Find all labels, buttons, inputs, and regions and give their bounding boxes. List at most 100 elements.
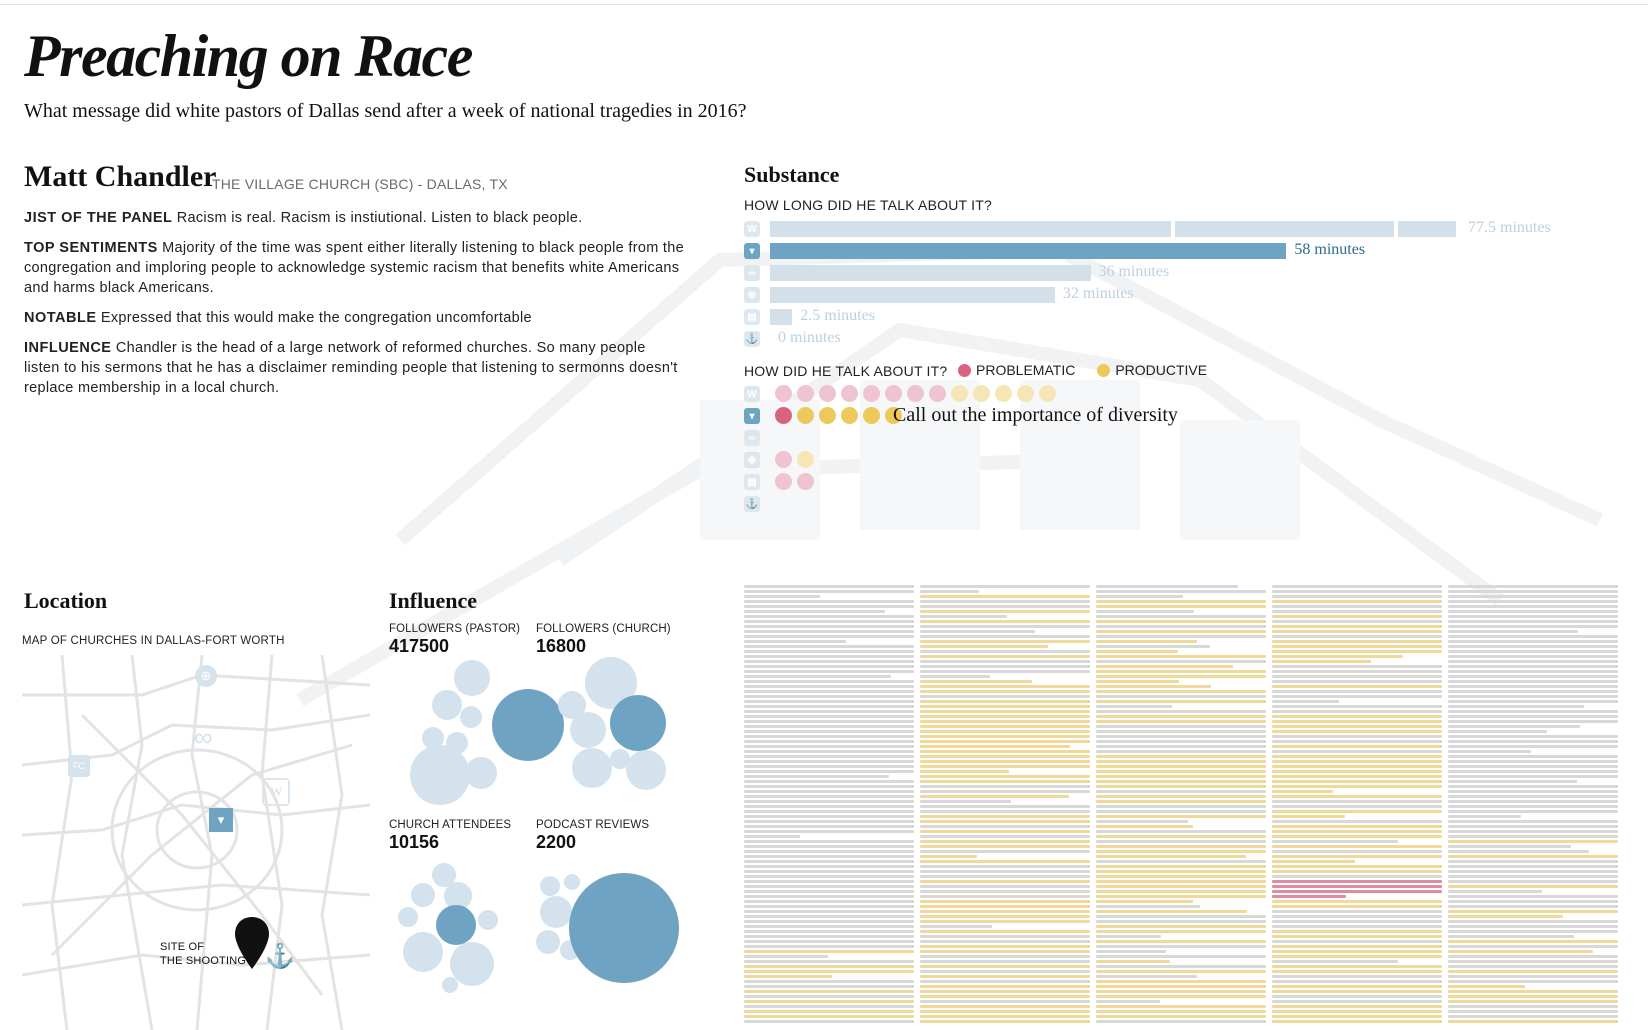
transcript-line	[744, 960, 914, 963]
w-church-marker[interactable]: W	[262, 778, 290, 806]
transcript-line	[1272, 685, 1442, 688]
transcript-line	[1272, 1015, 1442, 1018]
infinity-icon: ∞	[744, 265, 760, 281]
transcript-line	[1272, 735, 1442, 738]
building-icon: ▤	[744, 309, 760, 325]
problematic-dot	[775, 451, 792, 468]
transcript-line	[1448, 940, 1618, 943]
transcript-line	[744, 775, 890, 778]
duration-bar-segment	[1397, 221, 1456, 237]
transcript-line	[1272, 860, 1355, 863]
transcript-line	[744, 735, 914, 738]
transcript-line	[1272, 885, 1442, 888]
globe-church-marker[interactable]: ⊕	[195, 665, 217, 687]
transcript-line	[1272, 960, 1398, 963]
transcript-line	[1272, 845, 1442, 848]
transcript-line	[1448, 820, 1618, 823]
transcript-line	[1448, 695, 1618, 698]
transcript-line	[1272, 755, 1442, 758]
transcript-line	[1096, 775, 1266, 778]
transcript-line	[1096, 680, 1179, 683]
transcript-line	[920, 770, 1009, 773]
transcript-line	[1448, 845, 1572, 848]
transcript-line	[1448, 960, 1618, 963]
transcript-line	[1272, 640, 1442, 643]
transcript-line	[1448, 730, 1547, 733]
transcript-line	[1448, 920, 1618, 923]
transcript-line	[1448, 835, 1618, 838]
transcript-line	[744, 850, 914, 853]
transcript-column	[1448, 585, 1618, 1030]
duration-bar-segment	[1175, 221, 1394, 237]
transcript-line	[920, 845, 1090, 848]
transcript-line	[1096, 880, 1266, 883]
transcript-line	[1272, 970, 1442, 973]
transcript-line	[744, 600, 914, 603]
jist-paragraph: JIST OF THE PANEL Racism is real. Racism…	[24, 208, 684, 228]
transcript-line	[744, 910, 914, 913]
transcript-line	[1096, 720, 1266, 723]
transcript-line	[744, 1015, 914, 1018]
transcript-line	[1096, 845, 1266, 848]
transcript-line	[1448, 955, 1618, 958]
transcript-line	[1448, 635, 1618, 638]
transcript-line	[920, 855, 978, 858]
transcript-line	[1448, 750, 1532, 753]
transcript-line	[920, 875, 1090, 878]
transcript-line	[1272, 870, 1442, 873]
jist-label: JIST OF THE PANEL	[24, 210, 173, 226]
transcript-line	[1272, 600, 1442, 603]
church-attendees-label: CHURCH ATTENDEES	[389, 819, 512, 831]
transcript-line	[1272, 850, 1442, 853]
influence-label: INFLUENCE	[24, 340, 112, 356]
pastor-notes: JIST OF THE PANEL Racism is real. Racism…	[24, 208, 684, 408]
transcript-line	[1272, 675, 1442, 678]
transcript-line	[1096, 740, 1266, 743]
transcript-line	[1272, 825, 1442, 828]
transcript-line	[1096, 770, 1266, 773]
transcript-line	[1272, 695, 1442, 698]
transcript-line	[920, 895, 1090, 898]
transcript-line	[744, 700, 914, 703]
transcript-line	[1096, 605, 1266, 608]
transcript-line	[920, 755, 1090, 758]
transcript-line	[920, 710, 1090, 713]
transcript-line	[1096, 630, 1266, 633]
transcript-line	[1448, 840, 1618, 843]
followers-pastor-value: 417500	[389, 636, 450, 656]
transcript-line	[1448, 600, 1618, 603]
pastor-name: Matt Chandler	[24, 160, 217, 193]
transcript-line	[920, 995, 1090, 998]
transcript-line	[1272, 665, 1442, 668]
transcript-line	[744, 785, 914, 788]
productive-dot	[797, 407, 814, 424]
transcript-line	[1096, 745, 1266, 748]
transcript-line	[1096, 840, 1266, 843]
transcript-line	[920, 830, 1090, 833]
transcript-line	[1096, 675, 1266, 678]
duration-value-label: 58 minutes	[1294, 241, 1366, 258]
village-church-marker[interactable]: ▾	[209, 808, 233, 832]
transcript-line	[1272, 630, 1442, 633]
dallas-map	[22, 655, 370, 1030]
infinity-church-marker[interactable]: ∞	[194, 722, 213, 752]
map-label: MAP OF CHURCHES IN DALLAS-FORT WORTH	[22, 635, 285, 647]
transcript-line	[744, 925, 914, 928]
transcript-line	[744, 950, 914, 953]
anchor-church-marker[interactable]: ⚓	[265, 943, 295, 970]
transcript-line	[920, 860, 1090, 863]
transcript-line	[1448, 615, 1618, 618]
transcript-line	[920, 975, 1090, 978]
transcript-line	[920, 625, 1090, 628]
transcript-line	[920, 610, 1090, 613]
location-heading: Location	[24, 588, 108, 613]
influence-text: Chandler is the head of a large network …	[24, 340, 678, 396]
transcript-line	[920, 885, 1090, 888]
duration-value-label: 36 minutes	[1098, 263, 1170, 280]
transcript-line	[1448, 860, 1618, 863]
fc-church-marker[interactable]: FC	[68, 755, 90, 777]
transcript-line	[1096, 835, 1266, 838]
transcript-line	[920, 955, 1090, 958]
transcript-line	[1272, 990, 1442, 993]
transcript-line	[744, 900, 914, 903]
